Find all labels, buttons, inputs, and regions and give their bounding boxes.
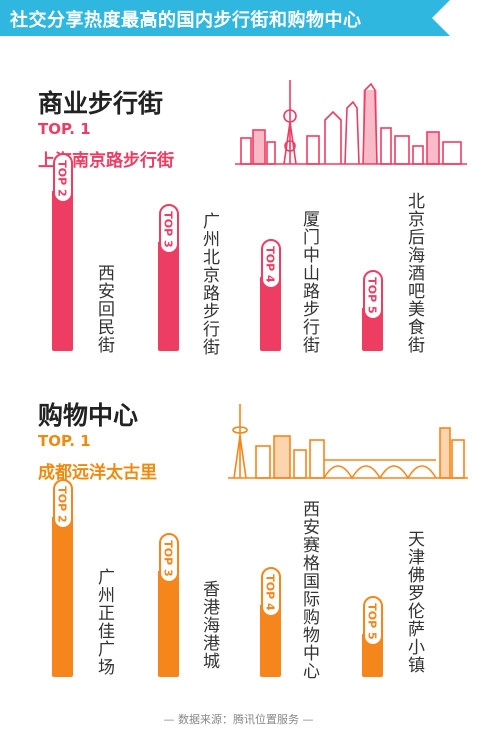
category-label-3: 广州北京路步行街 (199, 212, 219, 356)
category-label-5: 北京后海酒吧美食街 (404, 192, 424, 354)
section-title-streets: 商业步行街 (38, 89, 164, 118)
category-label-2: 西安回民街 (94, 264, 114, 354)
category-label-4: 西安赛格国际购物中心 (299, 500, 319, 680)
category-label-2: 广州正佳广场 (94, 568, 114, 676)
bar-3 (158, 571, 179, 677)
category-label-3: 香港海港城 (199, 580, 219, 670)
rank-badge-4: TOP 4 (260, 239, 281, 289)
rank-badge-5: TOP 5 (362, 596, 383, 646)
rank-badge-3: TOP 3 (158, 204, 179, 254)
bar-2 (52, 517, 73, 677)
data-source-footer: — 数据来源：腾讯位置服务 — (163, 713, 314, 726)
page-title: 社交分享热度最高的国内步行街和购物中心 (10, 10, 362, 31)
top1-label-malls: TOP. 1 (38, 432, 91, 450)
category-label-5: 天津佛罗伦萨小镇 (404, 530, 424, 674)
rank-badge-4: TOP 4 (260, 567, 281, 617)
rank-badge-2: TOP 2 (52, 153, 73, 203)
shanghai-skyline-illustration (235, 80, 467, 165)
chengdu-skyline-illustration (228, 404, 468, 480)
top1-label-streets: TOP. 1 (38, 120, 91, 138)
category-label-4: 厦门中山路步行街 (299, 210, 319, 354)
bar-2 (52, 191, 73, 351)
rank-badge-2: TOP 2 (52, 479, 73, 529)
title-banner (0, 0, 450, 36)
bar-3 (158, 242, 179, 351)
rank-badge-5: TOP 5 (362, 270, 383, 320)
top1-name-malls: 成都远洋太古里 (38, 463, 157, 483)
rank-badge-3: TOP 3 (158, 533, 179, 583)
bar-4 (260, 277, 281, 351)
bar-4 (260, 605, 281, 677)
section-title-malls: 购物中心 (38, 401, 139, 430)
